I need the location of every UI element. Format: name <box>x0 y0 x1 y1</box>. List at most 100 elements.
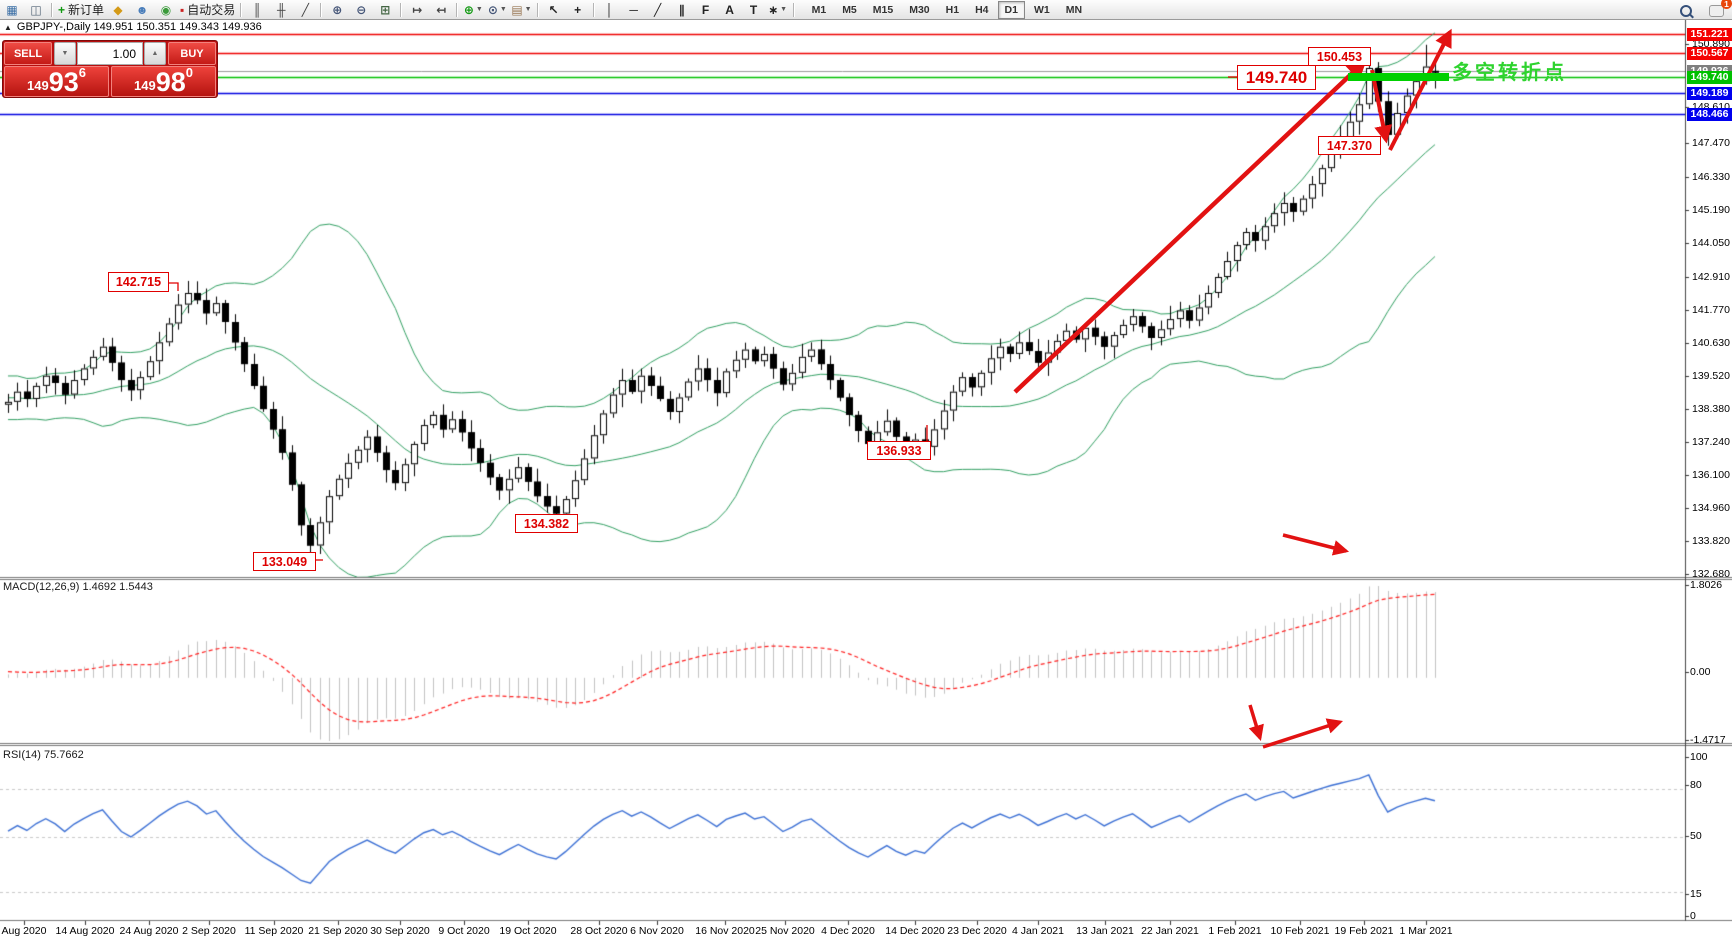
line-chart-icon: ╱ <box>301 2 309 17</box>
timeframe-button-h1[interactable]: H1 <box>945 3 960 16</box>
horizontal-line-icon[interactable]: ─ <box>623 0 645 19</box>
timeframe-button-m5[interactable]: M5 <box>842 3 857 16</box>
volume-down-button[interactable]: ▼ <box>54 42 76 65</box>
price-annotation-box[interactable]: 134.382 <box>515 514 578 533</box>
volume-input[interactable]: 1.00 <box>77 42 143 65</box>
price-tick-label: 139.520 <box>1692 370 1730 382</box>
date-label: 11 Sep 2020 <box>244 925 304 937</box>
tile-windows-icon[interactable]: ⊞ <box>374 0 396 19</box>
date-label: 13 Jan 2021 <box>1076 925 1134 937</box>
volume-control: ▼ 1.00 ▲ <box>54 42 166 65</box>
collapse-arrow-icon[interactable]: ▲ <box>4 22 12 32</box>
cursor-icon[interactable]: ↖ <box>543 0 565 19</box>
buy-price-small: 149 <box>134 78 156 93</box>
alerts-icon[interactable]: ◉ <box>155 0 177 19</box>
buy-price-big: 98 <box>155 67 186 97</box>
macd-tick-label: 1.8026 <box>1690 579 1723 591</box>
date-label: 25 Nov 2020 <box>755 925 815 937</box>
zoom-out-icon[interactable]: ⊖ <box>350 0 372 19</box>
trendline-icon[interactable]: ╱ <box>647 0 669 19</box>
timeframe-button-m15[interactable]: M15 <box>872 3 894 16</box>
periods-icon: ⊙ <box>487 2 498 17</box>
trade-panel-price-row: 149 93 6 149 98 0 <box>4 65 216 97</box>
timeframe-button-mn[interactable]: MN <box>1065 3 1083 16</box>
toolbar-separator <box>592 2 595 17</box>
auto-scroll-icon[interactable]: ↤ <box>430 0 452 19</box>
expert-advisors-icon[interactable]: ◆ <box>107 0 129 19</box>
price-tick-label: 140.630 <box>1692 337 1730 349</box>
sell-price-small: 149 <box>27 78 49 93</box>
autotrading-button[interactable]: ▪ 自动交易 <box>179 0 236 19</box>
price-annotation-box[interactable]: 142.715 <box>108 272 169 292</box>
price-tick-label: 144.050 <box>1692 237 1730 249</box>
horizontal-line-icon: ─ <box>629 2 638 17</box>
price-annotation-box[interactable]: 149.740 <box>1237 65 1316 90</box>
profile-icon: ◫ <box>30 2 42 17</box>
bar-chart-icon[interactable]: ║ <box>246 0 268 19</box>
new-order-button[interactable]: + 新订单 <box>57 0 105 19</box>
toolbar-separator <box>320 2 323 17</box>
price-tick-label: 147.470 <box>1692 137 1730 149</box>
price-tick-label: 136.100 <box>1692 469 1730 481</box>
candlestick-icon[interactable]: ╫ <box>270 0 292 19</box>
pivot-highlight-bar[interactable] <box>1348 73 1449 81</box>
volume-up-button[interactable]: ▲ <box>144 42 166 65</box>
vertical-line-icon[interactable]: │ <box>599 0 621 19</box>
buy-button[interactable]: BUY <box>168 42 216 65</box>
indicators-icon[interactable]: ⊕ ▼ <box>462 0 484 19</box>
new-chart-icon[interactable]: ▦ <box>1 0 23 19</box>
one-click-trade-panel: SELL ▼ 1.00 ▲ BUY 149 93 6 149 98 0 <box>2 40 218 98</box>
zoom-in-icon[interactable]: ⊕ <box>326 0 348 19</box>
timeframe-button-w1[interactable]: W1 <box>1033 3 1050 16</box>
timeframe-button-h4[interactable]: H4 <box>975 3 989 16</box>
price-tick-label: 138.380 <box>1692 403 1730 415</box>
price-tick-label: 132.680 <box>1692 568 1730 580</box>
buy-price-sup: 0 <box>185 65 193 80</box>
alerts-icon: ◉ <box>160 2 172 17</box>
text-label-icon[interactable]: T <box>743 0 765 19</box>
chat-icon[interactable]: 1 <box>1705 0 1732 20</box>
search-icon[interactable] <box>1675 1 1697 20</box>
sell-price-button[interactable]: 149 93 6 <box>4 65 109 97</box>
arrows-icon[interactable]: ∗ ▼ <box>767 0 789 19</box>
line-chart-icon[interactable]: ╱ <box>294 0 316 19</box>
price-annotation-box[interactable]: 147.370 <box>1318 136 1381 155</box>
timeframe-button-m30[interactable]: M30 <box>909 3 930 16</box>
crosshair-icon: + <box>574 2 582 17</box>
symbol-bar: ▲ GBPJPY-,Daily 149.951 150.351 149.343 … <box>4 21 262 33</box>
chart-shift-icon[interactable]: ↦ <box>406 0 428 19</box>
date-label: 14 Dec 2020 <box>885 925 945 937</box>
toolbar-separator <box>400 2 403 17</box>
price-annotation-box[interactable]: 150.453 <box>1308 47 1371 66</box>
buy-price-button[interactable]: 149 98 0 <box>111 65 216 97</box>
equidistant-channel-icon[interactable]: ∥ <box>671 0 693 19</box>
timeframe-button-m1[interactable]: M1 <box>811 3 827 16</box>
price-line-label: 148.466 <box>1687 107 1732 121</box>
community-icon[interactable]: ☻ <box>131 0 153 19</box>
toolbar-separator <box>792 2 795 17</box>
timeframe-button-d1[interactable]: D1 <box>997 0 1025 19</box>
price-annotation-box[interactable]: 136.933 <box>867 441 931 460</box>
price-tick-label: 141.770 <box>1692 304 1730 316</box>
profile-icon[interactable]: ◫ <box>25 0 47 19</box>
price-line-label: 149.740 <box>1687 70 1732 84</box>
price-annotation-box[interactable]: 133.049 <box>253 552 316 571</box>
date-label: 14 Aug 2020 <box>55 925 115 937</box>
periods-icon[interactable]: ⊙ ▼ <box>486 0 508 19</box>
pivot-point-text[interactable]: 多空转折点 <box>1452 62 1567 84</box>
tile-windows-icon: ⊞ <box>380 2 391 17</box>
toolbar: ▦ ◫ + 新订单 ◆ ☻ ◉ ▪ 自动交易 ║ ╫ ╱ ⊕ ⊖ ⊞ ↦ ↤ ⊕ ▼ ⊙ ▼ ▤ ▼ ↖ + │ ─ ╱ ∥ F A T ∗ ▼ … <box>0 0 1732 20</box>
fibonacci-icon[interactable]: F <box>695 0 717 19</box>
rsi-tick-label: 0 <box>1690 910 1696 922</box>
toolbar-separator <box>240 2 243 17</box>
date-label: 1 Feb 2021 <box>1208 925 1262 937</box>
date-label: 10 Feb 2021 <box>1270 925 1330 937</box>
new-order-button-label: 新订单 <box>68 3 105 17</box>
templates-icon[interactable]: ▤ ▼ <box>510 0 532 19</box>
sell-button[interactable]: SELL <box>4 42 52 65</box>
indicators-icon: ⊕ <box>463 2 474 17</box>
toolbar-separator <box>536 2 539 17</box>
crosshair-icon[interactable]: + <box>567 0 589 19</box>
text-icon[interactable]: A <box>719 0 741 19</box>
